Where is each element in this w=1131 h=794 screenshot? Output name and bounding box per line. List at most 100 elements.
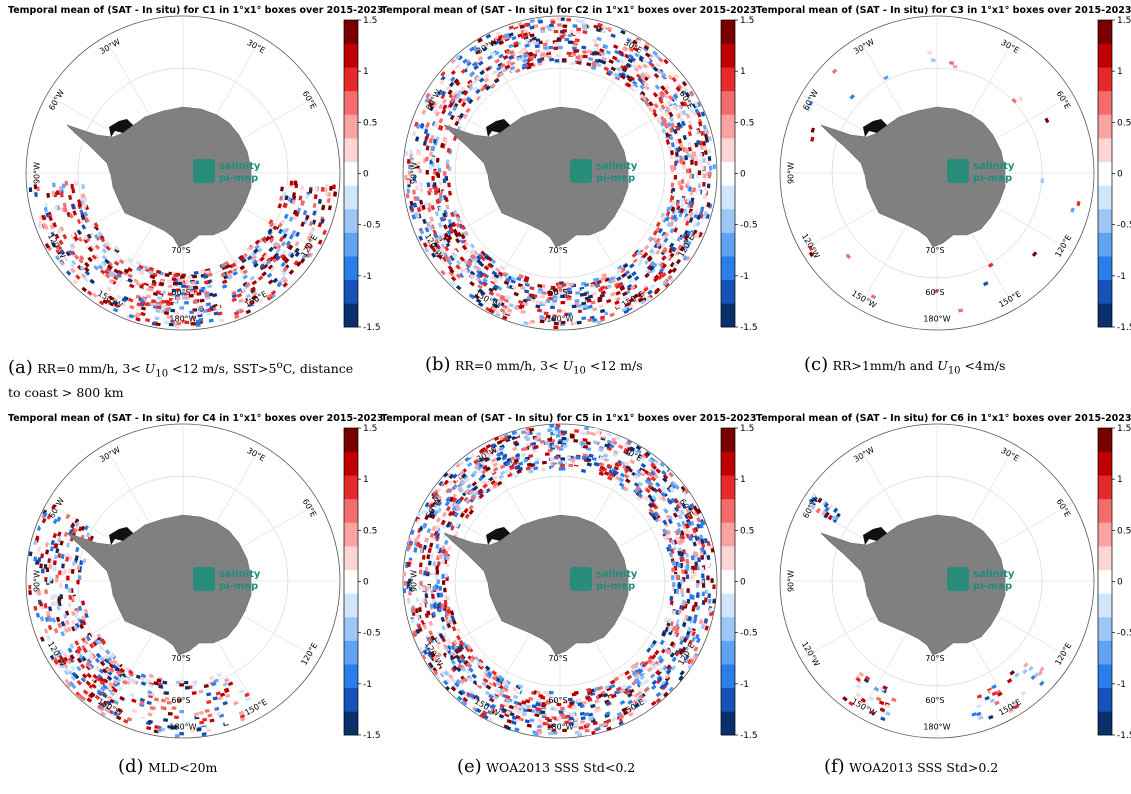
anomaly-cell xyxy=(313,194,318,200)
colorbar: 1.510.50-0.5-1-1.5 xyxy=(343,424,381,741)
anomaly-cell xyxy=(499,464,506,470)
colorbar-swatch xyxy=(1098,256,1112,281)
anomaly-cell xyxy=(148,266,155,272)
anomaly-cell xyxy=(427,560,432,566)
anomaly-cell xyxy=(41,215,47,221)
anomaly-cell xyxy=(324,191,329,197)
colorbar-swatch xyxy=(1098,161,1112,186)
anomaly-cell xyxy=(280,261,286,268)
anomaly-cell xyxy=(505,461,511,467)
anomaly-cell xyxy=(670,150,674,156)
anomaly-cell xyxy=(640,90,646,97)
anomaly-cell xyxy=(522,446,528,452)
anomaly-cell xyxy=(558,710,564,714)
anomaly-cell xyxy=(468,667,474,673)
anomaly-cell xyxy=(653,473,659,480)
anomaly-cell xyxy=(668,629,673,636)
anomaly-cell xyxy=(28,590,32,596)
anomaly-cell xyxy=(155,309,161,313)
colorbar-swatch xyxy=(344,451,358,476)
caption-tag: (b) xyxy=(425,354,451,375)
anomaly-cell xyxy=(692,128,698,134)
anomaly-cell xyxy=(574,38,580,43)
anomaly-cell xyxy=(123,718,129,724)
anomaly-cell xyxy=(557,440,563,444)
anomaly-cell xyxy=(175,296,181,300)
anomaly-cell xyxy=(423,570,427,576)
anomaly-cell xyxy=(117,685,123,691)
anomaly-cell xyxy=(635,445,642,451)
longitude-label: 180°W xyxy=(546,723,573,732)
anomaly-cell xyxy=(418,646,424,653)
anomaly-cell xyxy=(60,621,66,627)
anomaly-cell xyxy=(73,254,80,260)
colorbar-tick-label: 0 xyxy=(740,170,746,180)
anomaly-cell xyxy=(527,51,534,56)
anomaly-cell xyxy=(651,495,657,501)
anomaly-cell xyxy=(278,228,284,235)
anomaly-cell xyxy=(76,579,80,585)
anomaly-cell xyxy=(984,695,990,701)
anomaly-cell xyxy=(524,282,530,287)
anomaly-cell xyxy=(684,488,690,495)
anomaly-cell xyxy=(475,298,482,304)
anomaly-cell xyxy=(179,683,184,687)
anomaly-cell xyxy=(127,678,133,684)
colorbar-swatch xyxy=(344,114,358,139)
anomaly-cell xyxy=(604,443,610,448)
anomaly-cell xyxy=(108,295,115,301)
anomaly-cell xyxy=(665,215,670,222)
anomaly-cell xyxy=(81,224,87,230)
anomaly-cell xyxy=(660,70,666,77)
anomaly-cell xyxy=(648,101,654,107)
anomaly-cell xyxy=(145,294,152,299)
anomaly-cell xyxy=(28,551,33,557)
anomaly-cell xyxy=(473,260,479,266)
anomaly-cell xyxy=(679,604,684,610)
anomaly-cell xyxy=(978,715,984,721)
anomaly-cell xyxy=(948,61,955,65)
anomaly-cell xyxy=(535,304,541,309)
anomaly-cell xyxy=(568,463,574,468)
anomaly-cell xyxy=(448,479,454,486)
anomaly-cell xyxy=(655,481,661,488)
anomaly-cell xyxy=(50,231,56,237)
anomaly-cell xyxy=(611,716,617,722)
anomaly-cell xyxy=(669,227,675,234)
longitude-label: 180°W xyxy=(923,723,950,732)
anomaly-cell xyxy=(655,110,661,116)
anomaly-cell xyxy=(238,688,245,694)
anomaly-cell xyxy=(557,309,562,313)
anomaly-cell xyxy=(460,689,466,695)
anomaly-cell xyxy=(556,53,561,58)
anomaly-cell xyxy=(569,721,574,726)
anomaly-cell xyxy=(1006,678,1013,684)
anomaly-cell xyxy=(499,703,505,709)
logo-line1: salinity xyxy=(219,161,261,172)
anomaly-cell xyxy=(598,471,605,477)
anomaly-cell xyxy=(452,249,459,255)
anomaly-cell xyxy=(667,268,673,275)
logo-mark xyxy=(947,159,969,183)
anomaly-cell xyxy=(685,528,691,535)
anomaly-cell xyxy=(551,444,557,448)
anomaly-cell xyxy=(516,56,522,62)
anomaly-cell xyxy=(989,688,996,694)
anomaly-cell xyxy=(658,657,664,664)
anomaly-cell xyxy=(664,232,670,238)
anomaly-cell xyxy=(526,723,532,728)
anomaly-cell xyxy=(463,90,469,96)
anomaly-cell xyxy=(37,590,42,596)
anomaly-cell xyxy=(551,699,557,703)
anomaly-cell xyxy=(586,430,592,435)
anomaly-cell xyxy=(687,142,692,148)
anomaly-cell xyxy=(891,697,897,703)
anomaly-cell xyxy=(455,222,461,229)
anomaly-cell xyxy=(468,509,474,515)
anomaly-cell xyxy=(418,168,422,174)
anomaly-cell xyxy=(694,156,699,162)
anomaly-cell xyxy=(665,105,671,112)
anomaly-cell xyxy=(127,277,133,283)
anomaly-cell xyxy=(669,242,675,249)
anomaly-cell xyxy=(693,101,699,107)
